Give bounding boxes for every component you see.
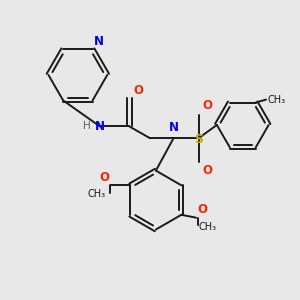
Text: N: N (95, 120, 105, 133)
Text: CH₃: CH₃ (198, 222, 216, 232)
Text: CH₃: CH₃ (88, 189, 106, 199)
Text: O: O (133, 84, 143, 97)
Text: H: H (83, 122, 91, 131)
Text: O: O (198, 203, 208, 216)
Text: O: O (100, 171, 110, 184)
Text: CH₃: CH₃ (268, 94, 286, 105)
Text: O: O (202, 164, 212, 177)
Text: O: O (202, 99, 212, 112)
Text: N: N (169, 121, 178, 134)
Text: S: S (194, 133, 203, 146)
Text: N: N (94, 35, 104, 48)
